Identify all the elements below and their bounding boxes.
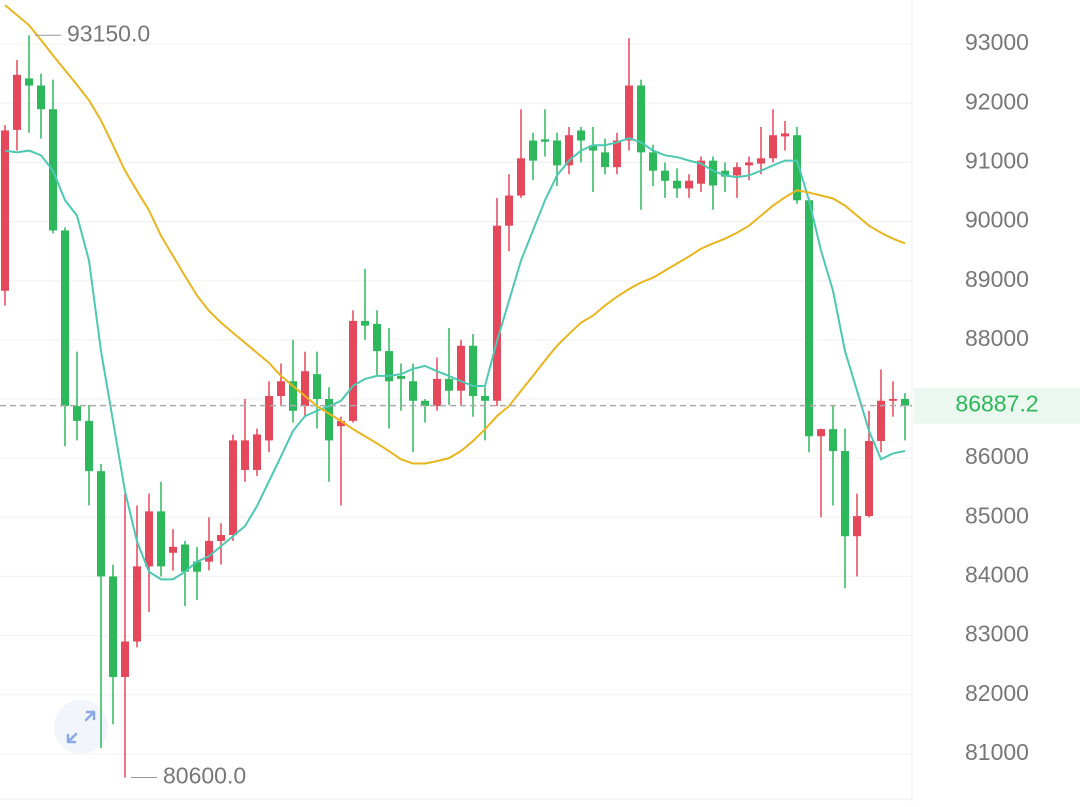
candle-body (541, 139, 549, 142)
candle-body (481, 396, 489, 401)
candle-body (253, 434, 261, 470)
candle-body (661, 170, 669, 181)
candle-body (1, 130, 9, 291)
candle-body (757, 158, 765, 164)
candle-body (385, 351, 393, 382)
candle-body (73, 406, 81, 421)
candle-body (421, 400, 429, 407)
candle-body (673, 180, 681, 189)
last-price-label: 86887.2 (955, 391, 1038, 417)
candle-body (841, 451, 849, 537)
candle-body (433, 378, 441, 407)
candle-body (865, 440, 873, 517)
candle-body (517, 158, 525, 196)
expand-icon[interactable] (66, 710, 96, 744)
candle-body (613, 140, 621, 168)
candle-body (349, 320, 357, 421)
candle-body (145, 511, 153, 567)
y-tick-label: 82000 (965, 680, 1029, 706)
candle-body (217, 535, 225, 541)
candle-body (265, 396, 273, 441)
candle-body (277, 381, 285, 397)
candle-body (529, 140, 537, 161)
candle-body (361, 320, 369, 326)
candle-body (601, 152, 609, 168)
candle-body (85, 420, 93, 472)
candle-body (133, 566, 141, 642)
candle-body (745, 162, 753, 166)
candle-body (649, 152, 657, 171)
candle-body (289, 381, 297, 411)
candle-body (409, 381, 417, 401)
candle-body (241, 440, 249, 470)
y-tick-label: 89000 (965, 266, 1029, 292)
candle-body (685, 180, 693, 189)
candle-body (889, 398, 897, 401)
extreme-label: 93150.0 (67, 20, 150, 46)
candle-body (781, 133, 789, 137)
candle-body (109, 576, 117, 677)
candle-body (193, 561, 201, 572)
y-tick-label: 88000 (965, 325, 1029, 351)
candle-body (181, 544, 189, 572)
y-tick-label: 93000 (965, 29, 1029, 55)
candle-body (877, 400, 885, 441)
candle-body (505, 195, 513, 226)
y-tick-label: 81000 (965, 739, 1029, 765)
y-tick-label: 86000 (965, 443, 1029, 469)
candle-body (157, 511, 165, 567)
candle-body (301, 371, 309, 407)
candle-body (625, 85, 633, 141)
candle-body (337, 420, 345, 427)
candle-body (445, 378, 453, 391)
candle-body (37, 85, 45, 110)
y-tick-label: 90000 (965, 207, 1029, 233)
candle-body (637, 85, 645, 153)
candle-body (901, 398, 909, 406)
candle-body (469, 345, 477, 397)
candle-body (397, 375, 405, 379)
candle-body (121, 641, 129, 677)
candle-body (457, 345, 465, 391)
candle-body (565, 135, 573, 166)
candle-body (589, 145, 597, 151)
candle-body (793, 135, 801, 201)
candle-body (325, 398, 333, 441)
candle-body (205, 540, 213, 562)
candle-body (229, 440, 237, 536)
y-tick-label: 85000 (965, 502, 1029, 528)
candle-body (709, 160, 717, 186)
candle-body (61, 230, 69, 407)
candle-body (169, 546, 177, 553)
candle-body (817, 429, 825, 437)
y-tick-label: 91000 (965, 147, 1029, 173)
candle-body (313, 374, 321, 399)
candle-body (769, 135, 777, 159)
moving-average-line (4, 137, 906, 581)
candle-body (13, 74, 21, 130)
candle-body (829, 429, 837, 452)
expand-button[interactable] (54, 700, 108, 754)
candle-body (493, 225, 501, 401)
candle-body (97, 471, 105, 577)
candle-body (25, 78, 33, 86)
last-price-bg (914, 387, 1080, 424)
moving-average-line (4, 4, 906, 465)
extreme-label: 80600.0 (163, 763, 246, 789)
candle-body (697, 160, 705, 184)
candle-body (553, 140, 561, 166)
candle-body (373, 323, 381, 352)
y-tick-label: 84000 (965, 562, 1029, 588)
y-tick-label: 92000 (965, 88, 1029, 114)
candle-body (721, 170, 729, 177)
candle-body (853, 516, 861, 537)
candle-body (805, 200, 813, 437)
candle-body (733, 167, 741, 176)
y-tick-label: 83000 (965, 621, 1029, 647)
expand-bg[interactable] (54, 700, 108, 754)
candle-body (577, 130, 585, 141)
